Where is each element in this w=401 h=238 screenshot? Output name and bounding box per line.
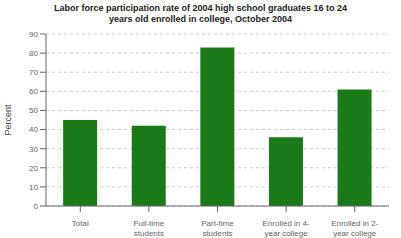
svg-text:10: 10: [29, 183, 38, 192]
svg-text:Enrolled in 2-year college: Enrolled in 2-year college: [331, 219, 378, 238]
svg-text:Percent: Percent: [3, 104, 13, 136]
svg-text:0: 0: [34, 202, 39, 211]
svg-text:Full-timestudents: Full-timestudents: [134, 219, 165, 238]
svg-text:90: 90: [29, 30, 38, 39]
svg-text:Part-timestudents: Part-timestudents: [201, 219, 234, 238]
html-text:Labor force participation rate: Labor force participation rate of 2004 h…: [54, 3, 347, 24]
svg-text:50: 50: [29, 106, 38, 115]
svg-text:40: 40: [29, 125, 38, 134]
svg-text:Enrolled in 4-year college: Enrolled in 4-year college: [263, 219, 310, 238]
svg-text:20: 20: [29, 164, 38, 173]
svg-text:60: 60: [29, 87, 38, 96]
svg-text:80: 80: [29, 49, 38, 58]
svg-text:70: 70: [29, 68, 38, 77]
svg-text:30: 30: [29, 145, 38, 154]
svg-text:Total: Total: [72, 219, 89, 228]
